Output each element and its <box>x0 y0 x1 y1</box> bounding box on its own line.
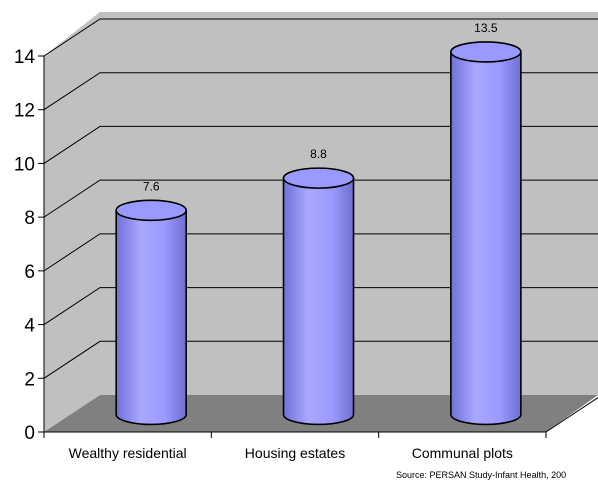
y-axis: 0 2 4 6 8 10 12 14 <box>14 47 44 444</box>
data-label: 13.5 <box>474 21 498 35</box>
bar-body <box>284 178 354 424</box>
y-tick-label: 0 <box>24 423 35 444</box>
bar-body <box>116 210 186 424</box>
x-tick-label: Housing estates <box>245 445 345 461</box>
bar-cylinder <box>451 42 521 425</box>
y-tick-label: 8 <box>24 208 35 229</box>
data-label: 7.6 <box>143 179 160 193</box>
bar-body <box>451 52 521 425</box>
y-tick-label: 10 <box>14 154 35 175</box>
bar-top <box>116 200 186 220</box>
y-tick-label: 6 <box>24 262 35 283</box>
y-tick-label: 2 <box>24 369 35 390</box>
bar-top <box>451 42 521 62</box>
bar-top <box>284 168 354 188</box>
data-label: 8.8 <box>310 147 327 161</box>
bar-cylinder <box>116 200 186 424</box>
side-wall <box>44 12 100 432</box>
x-tick-label: Communal plots <box>412 445 513 461</box>
x-tick-label: Wealthy residential <box>69 445 187 461</box>
bar-cylinder <box>284 168 354 424</box>
y-tick-label: 12 <box>14 101 35 122</box>
y-tick-label: 4 <box>24 316 35 337</box>
y-tick-label: 14 <box>14 47 36 68</box>
source-note: Source: PERSAN Study-Infant Health, 200 <box>396 470 566 480</box>
